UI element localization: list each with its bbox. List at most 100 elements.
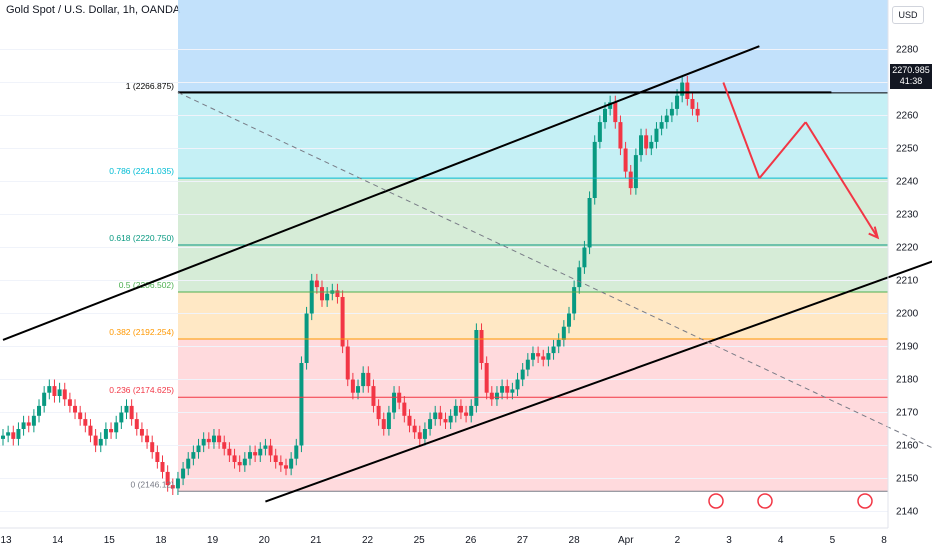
time-tick-label: 2 — [675, 535, 681, 546]
candle-body — [47, 386, 52, 393]
candle-body — [515, 379, 520, 390]
fib-label: 0.236 (2174.625) — [109, 385, 174, 395]
candle-body — [345, 346, 350, 380]
candle-body — [561, 326, 566, 340]
candle-body — [335, 290, 340, 297]
candle-body — [608, 102, 613, 109]
channel-lower-line — [265, 260, 932, 503]
chart-title: Gold Spot / U.S. Dollar, 1h, OANDA — [6, 4, 181, 16]
candle-body — [669, 108, 674, 116]
price-tick-label: 2150 — [896, 474, 919, 485]
candle-body — [417, 432, 422, 439]
candle-body — [654, 128, 659, 142]
candle-body — [356, 386, 361, 393]
projection-segment — [804, 121, 879, 239]
candle-body — [268, 445, 273, 456]
candle-body — [577, 267, 582, 288]
price-tick-label: 2280 — [896, 45, 919, 56]
candle-body — [381, 419, 386, 429]
time-tick-label: 27 — [517, 535, 529, 546]
candle-body — [572, 287, 577, 314]
candle-body — [114, 422, 119, 433]
candle-body — [453, 405, 458, 416]
candle-body — [494, 392, 499, 400]
candle-body — [191, 452, 196, 459]
price-tick-label: 2180 — [896, 375, 919, 386]
candle-body — [448, 415, 453, 423]
candle-body — [422, 429, 427, 439]
candle-body — [525, 359, 530, 370]
candle-body — [350, 379, 355, 393]
candle-body — [88, 425, 93, 436]
price-tick-label: 2200 — [896, 309, 919, 320]
candle-body — [109, 429, 114, 433]
event-icon — [757, 493, 773, 509]
time-tick-label: 5 — [830, 535, 836, 546]
candle-body — [541, 356, 546, 360]
fib-zone-layer — [178, 0, 888, 492]
candle-body — [26, 422, 31, 426]
price-tick-label: 2190 — [896, 342, 919, 353]
time-tick-label: 8 — [881, 535, 887, 546]
candle-body — [597, 122, 602, 142]
time-tick-label: 4 — [778, 535, 784, 546]
candle-body — [603, 108, 608, 123]
price-tick-label: 2220 — [896, 243, 919, 254]
candle-body — [217, 435, 222, 443]
countdown-label: 41:38 — [899, 76, 923, 86]
fib-zone — [178, 397, 888, 492]
candle-body — [402, 402, 407, 416]
drawings-layer: 1 (2266.875) 0.786 (2241.035) 0.618 (2220.… — [2, 45, 932, 503]
candle-body — [206, 438, 211, 443]
candle-body — [139, 429, 144, 436]
fib-zone-top — [178, 0, 888, 93]
candle-body — [587, 198, 592, 248]
candle-body — [309, 280, 314, 314]
candle-body — [433, 412, 438, 420]
fib-zone — [178, 292, 888, 340]
candle-body — [98, 438, 103, 446]
candle-body — [500, 386, 505, 393]
candle-body — [73, 405, 78, 413]
candle-body — [325, 293, 330, 301]
candle-body — [242, 458, 247, 466]
fib-label: 0.786 (2241.035) — [109, 166, 174, 176]
currency-button[interactable]: USD — [892, 6, 924, 24]
candle-body — [479, 330, 484, 363]
fib-label: 0.382 (2192.254) — [109, 327, 174, 337]
candle-body — [186, 458, 191, 469]
candle-body — [613, 102, 618, 123]
candle-body — [103, 429, 108, 439]
candles-layer — [1, 75, 700, 495]
candle-body — [566, 313, 571, 327]
candle-body — [376, 405, 381, 420]
candle-body — [314, 280, 319, 288]
time-tick-label: 3 — [726, 535, 732, 546]
price-tick-label: 2240 — [896, 177, 919, 188]
fib-label: 0.618 (2220.750) — [109, 233, 174, 243]
candle-body — [232, 455, 237, 462]
candle-body — [680, 82, 685, 96]
candle-body — [556, 339, 561, 347]
candle-body — [366, 372, 371, 387]
candle-body — [489, 392, 494, 400]
time-tick-label: 13 — [0, 535, 12, 546]
candle-body — [690, 99, 695, 109]
candle-body — [62, 389, 67, 400]
candle-body — [685, 82, 690, 99]
candle-body — [464, 412, 469, 416]
axes-layer: 2140215021602170218021902200221022202230… — [0, 0, 919, 546]
candle-body — [551, 346, 556, 354]
candle-body — [428, 419, 433, 429]
candle-body — [664, 115, 669, 123]
candle-body — [536, 353, 541, 357]
candle-body — [181, 468, 186, 479]
candle-body — [582, 247, 587, 268]
candle-body — [201, 438, 206, 446]
projection-arrowhead — [868, 226, 880, 240]
candle-body — [623, 148, 628, 172]
price-tick-label: 2140 — [896, 507, 919, 518]
price-tick-label: 2250 — [896, 144, 919, 155]
candle-body — [222, 442, 227, 449]
